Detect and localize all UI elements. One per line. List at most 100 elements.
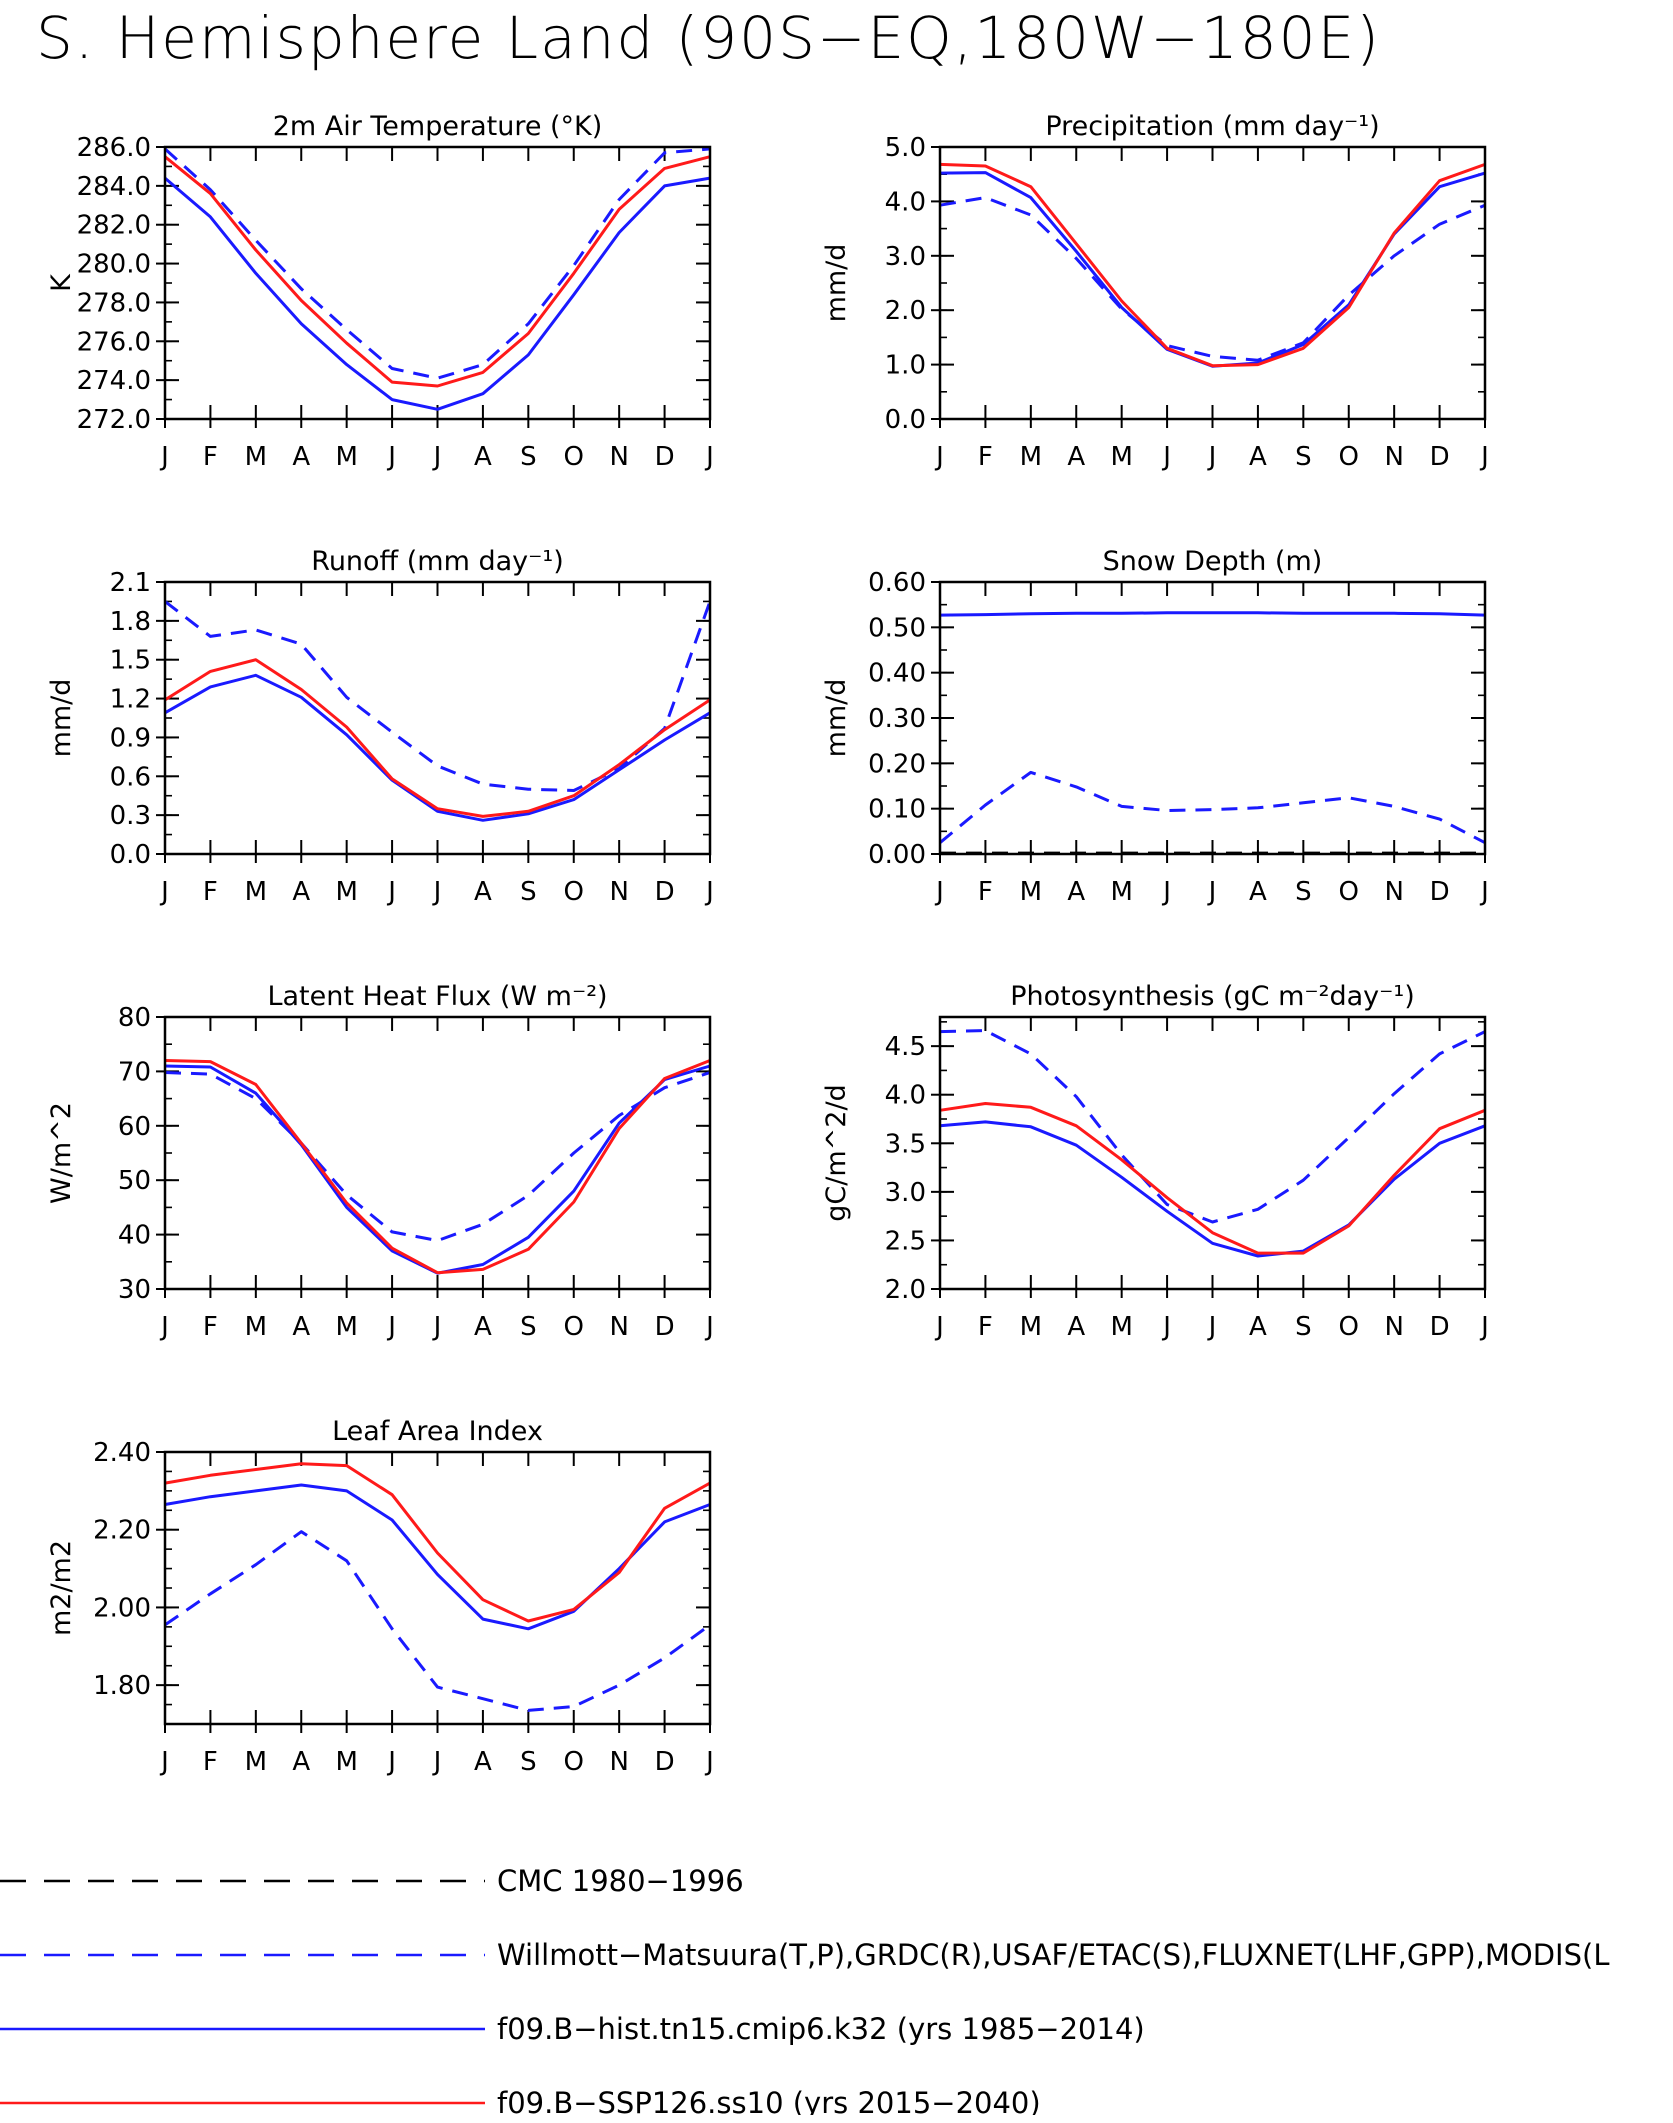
x-tick-label: S (1295, 1312, 1312, 1342)
x-tick-label: J (704, 1312, 714, 1342)
x-tick-label: F (978, 442, 993, 472)
x-tick-label: A (474, 1747, 492, 1777)
y-tick-label: 2.20 (93, 1516, 151, 1546)
legend-svg: CMC 1980−1996 Willmott−Matsuura(T,P),GRDC… (0, 1864, 1610, 2120)
y-tick-label: 40 (118, 1221, 151, 1251)
x-tick-label: D (1430, 1312, 1450, 1342)
x-tick-label: S (520, 1312, 537, 1342)
y-tick-label: 1.8 (110, 607, 151, 637)
x-tick-label: J (1479, 1312, 1489, 1342)
x-tick-label: J (386, 1747, 396, 1777)
y-tick-label: 2.40 (93, 1438, 151, 1468)
x-tick-label: A (1067, 877, 1085, 907)
y-tick-label: 80 (118, 1003, 151, 1033)
plot-frame (938, 1015, 1487, 1291)
x-tick-label: J (386, 442, 396, 472)
series-line (939, 1029, 1486, 1224)
x-tick-label: J (386, 1312, 396, 1342)
x-tick-label: J (432, 1312, 442, 1342)
x-tick-label: M (1110, 877, 1132, 907)
y-tick-label: 1.0 (885, 351, 926, 381)
legend-entry-label: Willmott−Matsuura(T,P),GRDC(R),USAF/ETAC… (497, 1938, 1610, 1972)
x-tick-label: N (1384, 442, 1403, 472)
y-axis-label: gC/m^2/d (821, 1084, 852, 1221)
y-tick-label: 0.30 (868, 704, 926, 734)
x-tick-label: F (203, 1747, 218, 1777)
x-tick-label: N (609, 1747, 628, 1777)
x-tick-label: M (1110, 1312, 1132, 1342)
x-tick-label: A (1249, 442, 1267, 472)
series-line (163, 147, 711, 380)
x-tick-label: M (335, 877, 357, 907)
series-line (939, 1102, 1486, 1255)
legend-entry-label: CMC 1980−1996 (497, 1864, 744, 1898)
y-tick-label: 2.0 (885, 296, 926, 326)
y-tick-label: 70 (118, 1057, 151, 1087)
y-axis-label: mm/d (821, 679, 852, 758)
x-tick-label: M (1110, 442, 1132, 472)
chart-title: Precipitation (mm day⁻¹) (1045, 111, 1379, 142)
x-tick-label: N (1384, 1312, 1403, 1342)
x-tick-label: N (1384, 877, 1403, 907)
y-tick-label: 1.5 (110, 646, 151, 676)
series-line (939, 171, 1486, 368)
y-tick-label: 2.1 (110, 568, 151, 598)
x-tick-label: O (564, 442, 584, 472)
x-tick-label: J (386, 877, 396, 907)
x-tick-label: A (1249, 877, 1267, 907)
chart-runoff: Runoff (mm day⁻¹) mm/d 0.0 0.3 0.6 0.9 1.2 1.5 1… (0, 530, 714, 950)
x-tick-label: N (609, 877, 628, 907)
x-tick-label: J (432, 1747, 442, 1777)
legend: CMC 1980−1996 Willmott−Matsuura(T,P),GRDC… (0, 1835, 1673, 2120)
page-title: S. Hemisphere Land (90S−EQ,180W−180E) (36, 4, 1381, 72)
x-tick-label: J (1161, 442, 1171, 472)
y-tick-label: 272.0 (77, 405, 151, 435)
x-tick-label: S (1295, 877, 1312, 907)
y-tick-label: 276.0 (77, 327, 151, 357)
chart-latent-heat-flux: Latent Heat Flux (W m⁻²) W/m^2 30 40 50 60 70 8… (0, 965, 714, 1385)
y-tick-label: 278.0 (77, 288, 151, 318)
x-tick-label: J (159, 877, 169, 907)
y-tick-label: 0.20 (868, 749, 926, 779)
x-tick-label: J (934, 877, 944, 907)
x-tick-label: J (704, 1747, 714, 1777)
x-tick-label: J (432, 877, 442, 907)
series-line (164, 673, 711, 822)
y-tick-label: 3.0 (885, 242, 926, 272)
x-tick-label: M (335, 1747, 357, 1777)
chart-snow-depth: Snow Depth (m) mm/d 0.00 0.10 0.20 0.30 0.40 0.… (775, 530, 1489, 950)
y-tick-label: 0.00 (868, 840, 926, 870)
series-line (939, 770, 1486, 845)
x-tick-label: A (474, 1312, 492, 1342)
y-tick-label: 2.5 (885, 1226, 926, 1256)
chart-precipitation: Precipitation (mm day⁻¹) mm/d 0.0 1.0 2.0 3.0… (775, 95, 1489, 515)
chart-title: Leaf Area Index (332, 1416, 543, 1447)
x-tick-label: M (1020, 877, 1042, 907)
chart-title: Runoff (mm day⁻¹) (311, 546, 563, 577)
x-tick-label: O (1339, 1312, 1359, 1342)
y-tick-label: 284.0 (77, 172, 151, 202)
x-tick-label: A (292, 442, 310, 472)
chart-svg: Precipitation (mm day⁻¹) mm/d 0.0 1.0 2.0 3.0… (821, 111, 1489, 472)
y-tick-label: 3.5 (885, 1129, 926, 1159)
series-line (164, 1530, 711, 1712)
y-tick-label: 0.10 (868, 795, 926, 825)
chart-leaf-area-index: Leaf Area Index m2/m2 1.80 2.00 2.20 2.40 J F M A… (0, 1400, 714, 1820)
x-tick-label: J (159, 442, 169, 472)
x-tick-label: J (1207, 877, 1217, 907)
y-tick-label: 0.6 (110, 762, 151, 792)
y-tick-label: 286.0 (77, 133, 151, 163)
y-tick-label: 0.9 (110, 723, 151, 753)
x-tick-label: O (1339, 442, 1359, 472)
series-line (939, 162, 1486, 368)
plot-frame (163, 1450, 712, 1726)
series-line (164, 155, 711, 388)
x-tick-label: J (159, 1312, 169, 1342)
x-tick-label: F (203, 1312, 218, 1342)
chart-title: Snow Depth (m) (1103, 546, 1323, 577)
y-tick-label: 60 (118, 1112, 151, 1142)
x-tick-label: A (1067, 442, 1085, 472)
x-tick-label: F (203, 442, 218, 472)
series-line (164, 1059, 711, 1275)
